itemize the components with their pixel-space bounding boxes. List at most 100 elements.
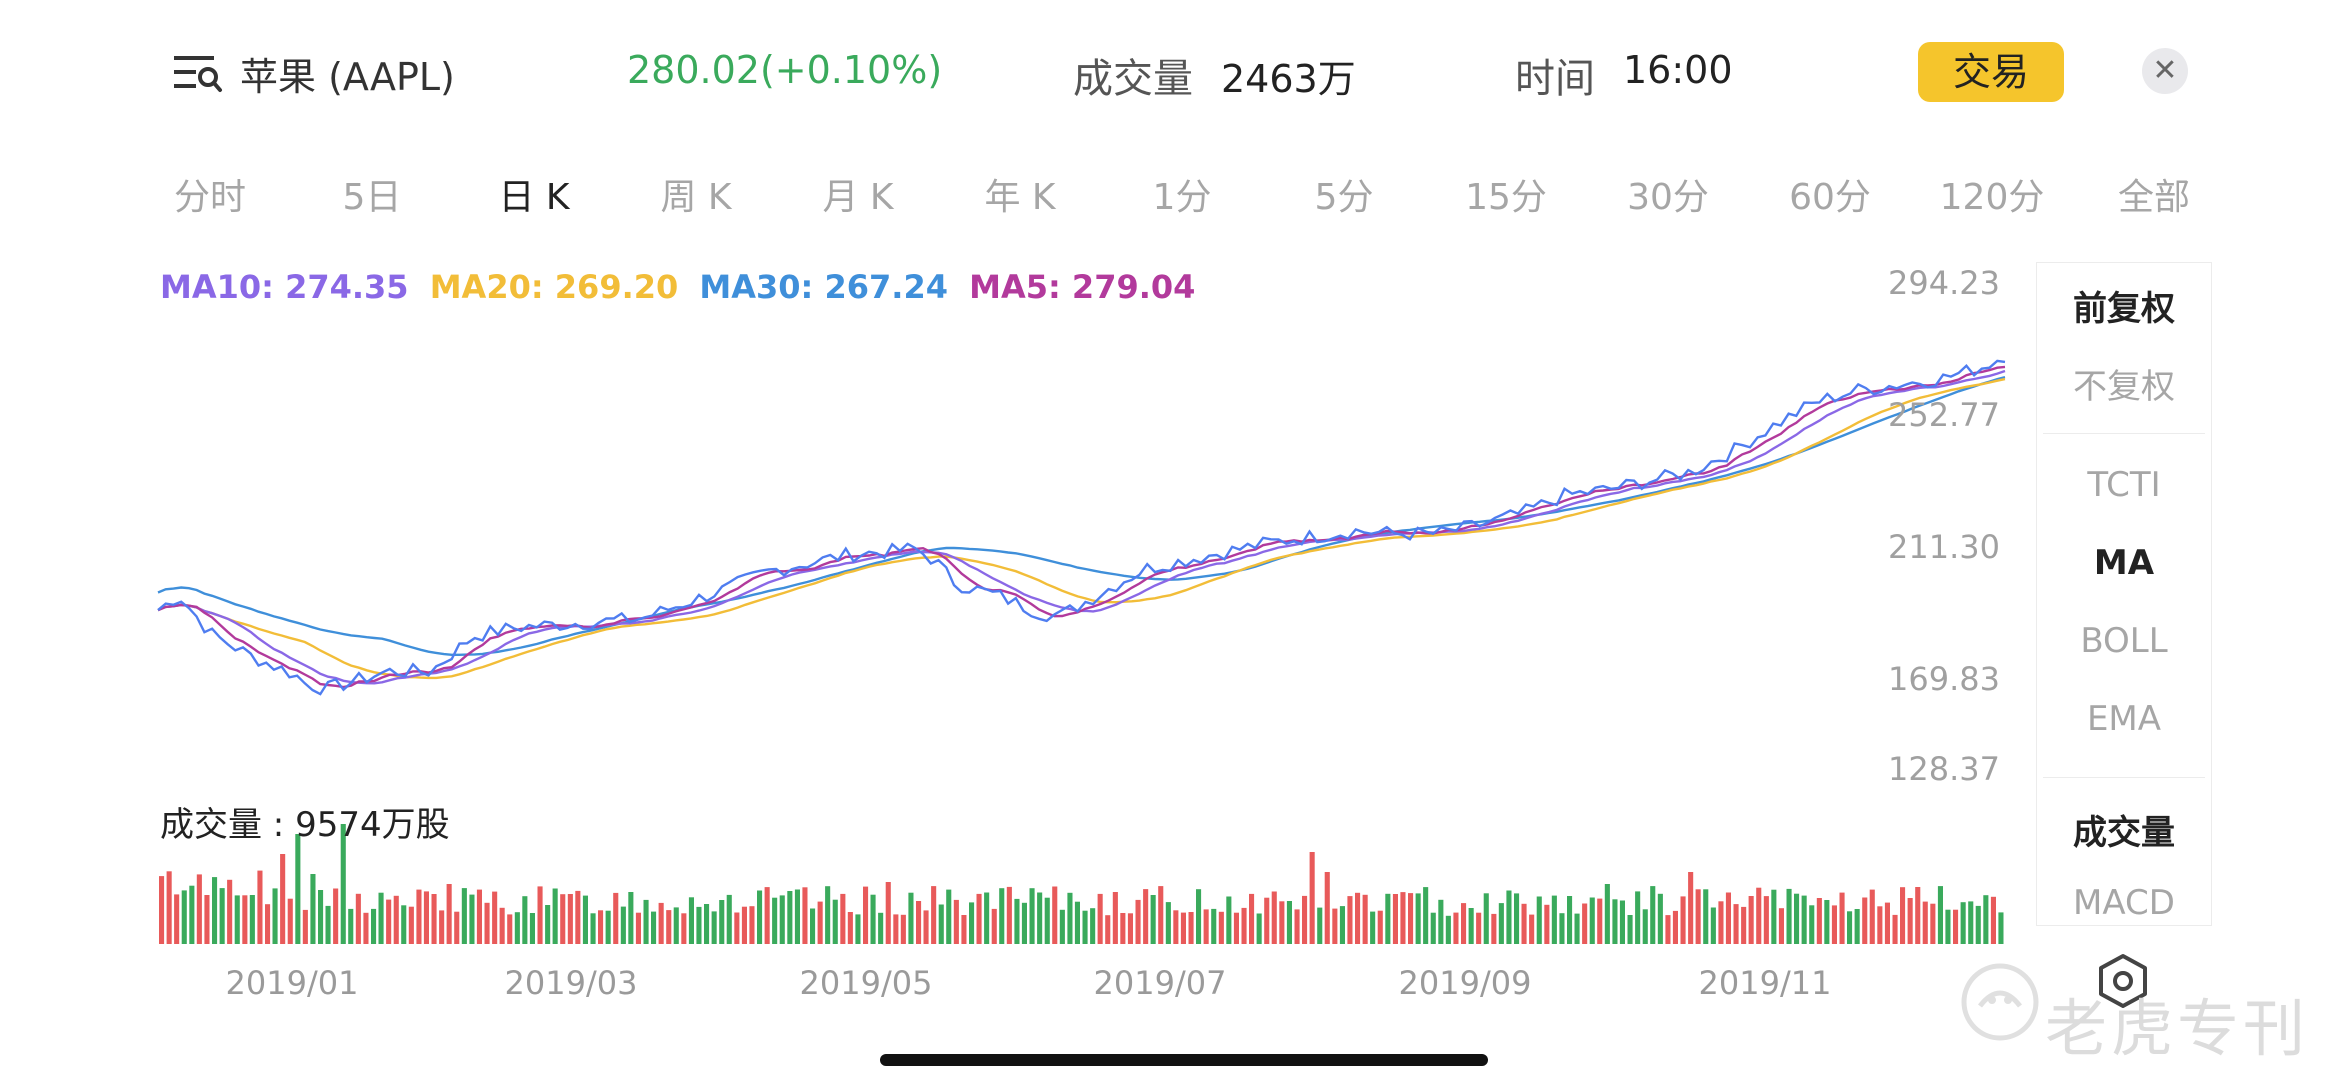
volume-bar xyxy=(446,884,452,944)
volume-bar xyxy=(1763,896,1769,944)
volume-bar xyxy=(302,909,308,944)
volume-bar xyxy=(1173,910,1179,944)
volume-bar xyxy=(1370,911,1376,944)
volume-bar xyxy=(522,896,528,944)
volume-bar xyxy=(1824,900,1830,944)
volume-bar xyxy=(749,906,755,944)
volume-bar xyxy=(1529,914,1535,944)
tab-6[interactable]: 1分 xyxy=(1152,177,1212,218)
volume-bar xyxy=(855,914,861,944)
volume-bar xyxy=(1264,897,1270,944)
volume-bar xyxy=(923,910,929,944)
volume-bar xyxy=(265,904,271,944)
volume-bar xyxy=(605,910,611,944)
volume-bar xyxy=(719,900,725,944)
tab-0[interactable]: 分时 xyxy=(173,177,247,218)
volume-bar xyxy=(613,892,619,944)
price-tick-label: 294.23 xyxy=(1888,264,2000,302)
volume-bar xyxy=(1839,892,1845,944)
search-list-icon[interactable] xyxy=(172,50,224,94)
volume-bar xyxy=(1574,913,1580,944)
tab-12[interactable]: 全部 xyxy=(2117,177,2191,218)
volume-bar xyxy=(1604,884,1610,944)
volume-bar xyxy=(439,910,445,944)
volume-bar xyxy=(1377,910,1383,944)
volume-bar xyxy=(1332,908,1338,944)
volume-bar xyxy=(779,895,785,944)
volume-bar xyxy=(1733,904,1739,944)
volume-bar xyxy=(893,914,899,944)
period-tabs: 分时 5日 日 K 周 K 月 K 年 K 1分 5分 15分 30分 60分 120分 全部 xyxy=(160,168,2210,218)
volume-bar xyxy=(1915,887,1921,944)
volume-bar xyxy=(1900,887,1906,944)
volume-bar xyxy=(545,905,551,944)
tab-9[interactable]: 30分 xyxy=(1627,177,1709,218)
home-indicator[interactable] xyxy=(880,1054,1488,1066)
date-tick-label: 2019/09 xyxy=(1398,964,1532,1002)
indicator-option-5[interactable]: EMA xyxy=(2086,699,2162,739)
volume-bar xyxy=(1877,906,1883,944)
volume-bar xyxy=(1286,901,1292,944)
tab-10[interactable]: 60分 xyxy=(1789,177,1871,218)
volume-bar xyxy=(582,895,588,944)
trade-button[interactable]: 交易 xyxy=(1918,42,2064,102)
volume-bar xyxy=(1521,903,1527,944)
volume-bar xyxy=(393,895,399,944)
volume-bar xyxy=(946,889,952,944)
volume-bar xyxy=(1642,909,1648,944)
ma-legend: MA10: 274.35 MA20: 269.20 MA30: 267.24 M… xyxy=(160,268,1205,306)
indicator-option-0[interactable]: 前复权 xyxy=(2073,289,2175,329)
tab-2[interactable]: 日 K xyxy=(498,177,570,218)
price-tick-label: 252.77 xyxy=(1888,396,2000,434)
tab-5[interactable]: 年 K xyxy=(984,177,1056,218)
volume-bar xyxy=(1665,915,1671,944)
volume-bar xyxy=(878,912,884,944)
ma10-line xyxy=(157,369,2006,685)
volume-bar xyxy=(507,914,513,944)
ma10-legend: MA10: 274.35 xyxy=(160,268,409,306)
volume-bar xyxy=(976,893,982,944)
tab-8[interactable]: 15分 xyxy=(1465,177,1547,218)
volume-bar xyxy=(386,899,392,944)
volume-bar xyxy=(166,871,172,944)
hexagon-settings-icon[interactable] xyxy=(2094,952,2152,1010)
volume-bar xyxy=(1968,901,1974,944)
volume-bar xyxy=(1324,872,1330,944)
volume-bar xyxy=(492,891,498,944)
volume-bar xyxy=(408,906,414,944)
volume-bar xyxy=(1021,902,1027,944)
volume-bar xyxy=(1438,899,1444,944)
volume-bar xyxy=(673,907,679,944)
ma20-line xyxy=(157,377,2006,680)
indicator-option-1[interactable]: 不复权 xyxy=(2073,367,2175,407)
indicator-option-3[interactable]: MA xyxy=(2093,543,2155,583)
tab-1[interactable]: 5日 xyxy=(342,177,402,218)
ma20-legend: MA20: 269.20 xyxy=(429,268,679,306)
indicator-option-7[interactable]: MACD xyxy=(2073,883,2175,923)
volume-bar xyxy=(333,888,339,944)
volume-bar xyxy=(666,910,672,944)
volume-bar xyxy=(1650,886,1656,944)
volume-bar xyxy=(1816,898,1822,944)
close-icon[interactable]: ✕ xyxy=(2142,48,2188,94)
tab-7[interactable]: 5分 xyxy=(1314,177,1374,218)
indicator-option-6[interactable]: 成交量 xyxy=(2073,813,2175,853)
volume-bar xyxy=(1362,894,1368,944)
tab-11[interactable]: 120分 xyxy=(1939,177,2045,218)
volume-bar xyxy=(1582,903,1588,944)
price-tick-label: 128.37 xyxy=(1888,750,2000,788)
volume-bar xyxy=(1597,898,1603,944)
volume-bar xyxy=(772,897,778,944)
volume-bar xyxy=(961,915,967,944)
tab-4[interactable]: 月 K xyxy=(822,177,894,218)
volume-value: 2463万 xyxy=(1221,57,1356,101)
volume-bar xyxy=(484,902,490,944)
volume-bar xyxy=(1627,915,1633,944)
volume-bar xyxy=(1801,895,1807,944)
indicator-option-2[interactable]: TCTI xyxy=(2087,465,2161,505)
volume-bar xyxy=(726,894,732,944)
tab-3[interactable]: 周 K xyxy=(660,177,732,218)
volume-bar xyxy=(1476,912,1482,944)
indicator-option-4[interactable]: BOLL xyxy=(2080,621,2168,661)
